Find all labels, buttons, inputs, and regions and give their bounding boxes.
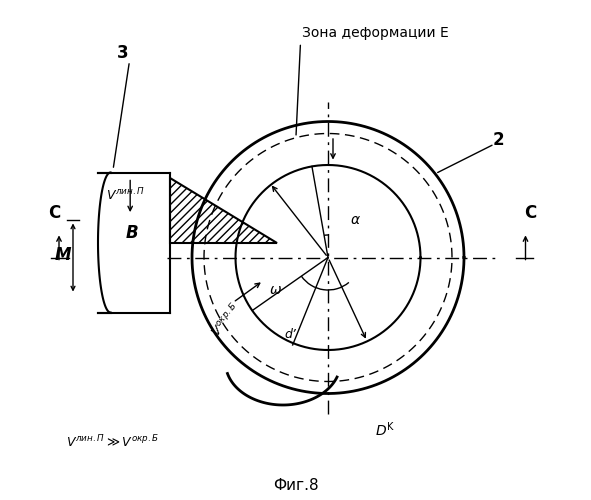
Text: d’: d’ xyxy=(284,328,297,342)
Text: 2: 2 xyxy=(492,131,504,149)
Text: α: α xyxy=(351,213,360,227)
Text: C: C xyxy=(524,204,537,222)
Text: M: M xyxy=(55,246,72,264)
Text: $V^{лин.П} \gg V^{окр.Б}$: $V^{лин.П} \gg V^{окр.Б}$ xyxy=(66,434,159,451)
Text: Зона деформации E: Зона деформации E xyxy=(302,26,449,40)
Text: C: C xyxy=(48,204,60,222)
Text: $V^{лин.П}$: $V^{лин.П}$ xyxy=(106,186,145,204)
Text: $D^{\mathsf{K}}$: $D^{\mathsf{K}}$ xyxy=(375,420,395,440)
Polygon shape xyxy=(170,178,277,242)
Text: Фиг.8: Фиг.8 xyxy=(272,478,319,494)
Text: $V^{окр.Б}$: $V^{окр.Б}$ xyxy=(207,300,244,340)
Text: ω: ω xyxy=(269,283,281,297)
Text: 3: 3 xyxy=(117,44,129,62)
Text: B: B xyxy=(126,224,139,242)
